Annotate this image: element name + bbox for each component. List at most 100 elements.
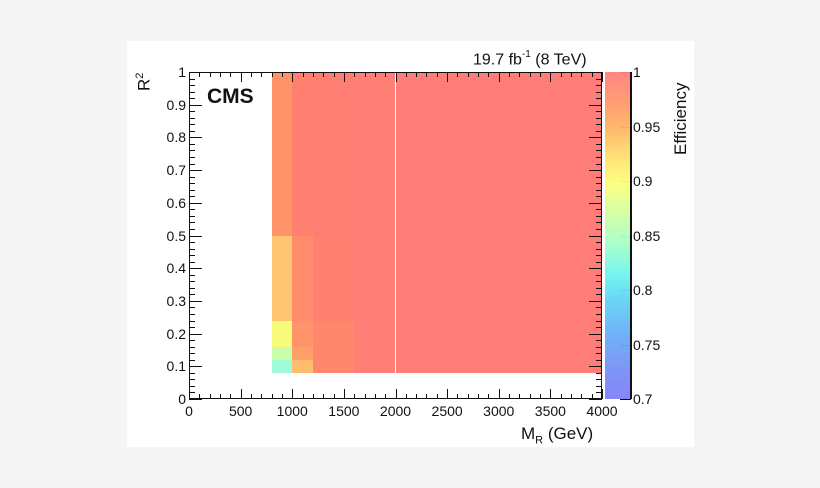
x-tick-top [230, 72, 232, 77]
y-tick-right [596, 163, 602, 165]
y-tick-right [596, 385, 602, 387]
x-tick-top [560, 72, 562, 77]
y-tick [189, 209, 195, 211]
x-tick-label: 500 [228, 403, 253, 419]
y-tick-right [596, 222, 602, 224]
y-tick [189, 215, 195, 217]
heatmap-cell [271, 72, 293, 236]
y-tick [189, 228, 195, 230]
x-tick [509, 394, 511, 399]
experiment-label: CMS [207, 85, 254, 108]
colorbar-tick-label: 0.9 [633, 173, 653, 189]
y-tick [189, 353, 195, 355]
x-tick-top [436, 72, 438, 77]
luminosity-label: 19.7 fb-1 (8 TeV) [473, 49, 587, 69]
y-tick-right [596, 392, 602, 394]
x-tick [498, 389, 500, 399]
x-tick [281, 394, 283, 399]
x-tick [560, 394, 562, 399]
y-tick-right [589, 399, 602, 400]
x-tick-label: 3000 [483, 403, 515, 419]
x-tick-label: 2500 [431, 403, 463, 419]
x-tick-top [271, 72, 273, 77]
heatmap-cell [271, 359, 293, 373]
y-tick-right [596, 183, 602, 185]
y-tick-right [596, 78, 602, 80]
x-tick [323, 394, 325, 399]
y-tick [189, 340, 195, 342]
heatmap-cell [292, 72, 313, 236]
x-tick [447, 389, 449, 399]
y-tick-right [596, 157, 602, 159]
y-tick [189, 385, 195, 387]
x-tick-label: 4000 [586, 403, 618, 419]
y-tick [189, 111, 195, 113]
y-tick-label: 0.2 [166, 325, 186, 342]
heatmap-cell [271, 320, 293, 347]
x-tick-top [209, 72, 211, 77]
y-tick-right [589, 333, 602, 335]
y-tick [189, 222, 195, 224]
heatmap-cell [292, 235, 313, 321]
x-tick-top [374, 72, 376, 77]
y-tick-right [596, 150, 602, 152]
x-tick-top [261, 72, 263, 77]
colorbar-tick-label: 0.7 [633, 391, 653, 407]
x-tick [199, 394, 201, 399]
x-tick [540, 394, 542, 399]
x-tick-top [333, 72, 335, 77]
y-tick-right [596, 294, 602, 296]
x-tick [591, 394, 593, 399]
y-tick [189, 130, 195, 132]
y-tick [189, 124, 195, 126]
y-tick-right [596, 228, 602, 230]
x-tick-top [509, 72, 511, 77]
colorbar-tick-label: 0.95 [633, 118, 661, 135]
y-tick-label: 0.5 [166, 227, 186, 244]
heatmap-cell [312, 72, 355, 236]
colorbar-tick-label: 0.8 [633, 282, 653, 298]
y-tick [189, 183, 195, 185]
y-tick [189, 242, 195, 244]
y-tick-right [596, 209, 602, 211]
x-tick [219, 394, 221, 399]
y-tick [189, 196, 195, 198]
x-tick-top [478, 72, 480, 77]
y-tick-right [596, 340, 602, 342]
y-tick [189, 281, 195, 283]
x-tick-top [343, 72, 345, 82]
heatmap-cell [292, 320, 313, 347]
colorbar [605, 72, 630, 399]
y-tick [189, 104, 202, 106]
y-tick-label: 0.8 [166, 129, 186, 146]
y-title-main: R [134, 78, 154, 91]
x-tick-top [426, 72, 428, 77]
y-tick-right [596, 85, 602, 87]
x-tick-top [519, 72, 521, 77]
y-tick-right [596, 111, 602, 113]
y-tick-right [596, 242, 602, 244]
x-tick-top [602, 72, 603, 82]
y-tick [189, 189, 195, 191]
x-tick-top [250, 72, 252, 77]
x-tick-top [591, 72, 593, 77]
y-tick [189, 150, 195, 152]
y-tick [189, 235, 202, 237]
y-tick-right [596, 320, 602, 322]
x-tick [426, 394, 428, 399]
y-tick [189, 392, 195, 394]
x-tick [364, 394, 366, 399]
y-tick-right [596, 372, 602, 374]
x-tick [405, 394, 407, 399]
heatmap-cell [292, 359, 313, 373]
y-tick [189, 294, 195, 296]
y-tick-right [596, 379, 602, 381]
x-tick-top [467, 72, 469, 77]
y-tick [189, 268, 202, 270]
x-tick-top [281, 72, 283, 77]
x-tick-top [529, 72, 531, 77]
y-tick [189, 176, 195, 178]
y-tick-right [596, 359, 602, 361]
y-tick-right [596, 327, 602, 329]
y-tick-right [589, 137, 602, 139]
